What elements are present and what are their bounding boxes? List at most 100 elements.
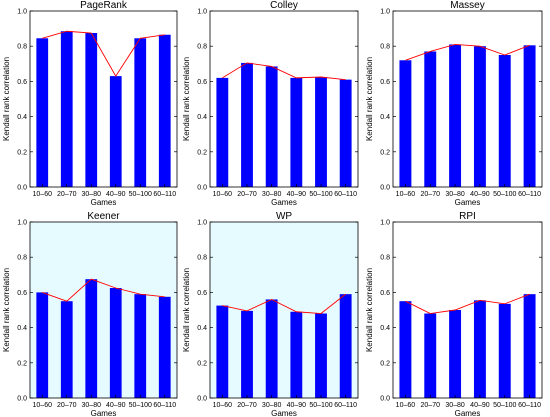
x-axis-label: Games (271, 409, 297, 417)
bar (399, 60, 412, 187)
plot-background (393, 11, 542, 187)
bar (85, 279, 98, 398)
y-axis-label: Kendall rank correlation (182, 57, 191, 141)
bar (449, 44, 462, 187)
x-axis-label: Games (455, 409, 481, 417)
bar (241, 310, 253, 398)
bar (265, 299, 278, 398)
bar (399, 301, 412, 398)
axes-frame (29, 10, 178, 188)
y-axis-label: Kendall rank correlation (182, 268, 191, 352)
bar (85, 33, 98, 187)
x-tick-label: 60–110 (153, 191, 176, 198)
y-tick-label: 0.6 (380, 79, 390, 86)
bar (498, 55, 511, 187)
y-tick-label: 0.4 (17, 114, 27, 121)
y-tick-label: 0.4 (380, 325, 390, 332)
chart-title: PageRank (80, 0, 128, 11)
x-tick-label: 50–100 (129, 402, 152, 409)
x-tick-label: 40–90 (470, 191, 490, 198)
axes-frame (209, 221, 359, 399)
x-axis-label: Games (91, 409, 117, 417)
chart-panel: Massey 0.0 0.2 0.4 0.6 0.8 1.0 10–60 20–70 30–80 4… (365, 0, 543, 207)
y-tick-label: 0.6 (380, 290, 390, 297)
y-tick-label: 0.8 (17, 44, 27, 51)
y-tick-label: 1.0 (197, 220, 207, 227)
bar (523, 45, 536, 187)
bar (290, 311, 303, 398)
y-tick-label: 1.0 (380, 220, 390, 227)
x-tick-label: 10–60 (213, 402, 233, 409)
x-tick-label: 20–70 (237, 191, 257, 198)
y-tick-label: 0.0 (17, 396, 27, 403)
bar (109, 288, 122, 398)
x-tick-label: 10–60 (396, 402, 416, 409)
bar (158, 296, 171, 398)
bar (134, 294, 147, 398)
y-tick-label: 0.2 (17, 360, 27, 367)
y-tick-label: 0.6 (17, 290, 27, 297)
x-tick-label: 60–110 (334, 402, 357, 409)
bar (339, 294, 352, 398)
chart-title: Colley (270, 0, 298, 11)
x-tick-label: 10–60 (396, 191, 416, 198)
bar (265, 66, 278, 187)
bar (473, 46, 486, 188)
chart-title: WP (276, 211, 292, 222)
x-tick-label: 60–110 (153, 402, 176, 409)
plot-background (30, 11, 177, 187)
x-tick-label: 30–80 (445, 402, 465, 409)
chart-title: Keener (87, 211, 120, 222)
y-tick-label: 0.0 (17, 185, 27, 192)
bar (424, 51, 437, 188)
axes-frame (209, 10, 359, 188)
x-tick-label: 40–90 (470, 402, 490, 409)
x-tick-label: 50–100 (309, 191, 332, 198)
x-tick-label: 50–100 (309, 402, 332, 409)
x-tick-label: 40–90 (106, 191, 126, 198)
y-tick-label: 1.0 (17, 9, 27, 16)
y-tick-label: 0.8 (197, 44, 207, 51)
x-tick-label: 40–90 (106, 402, 126, 409)
plot-background (210, 11, 358, 187)
bar (424, 313, 437, 398)
y-tick-label: 0.4 (197, 325, 207, 332)
x-tick-label: 40–90 (287, 191, 307, 198)
x-axis-label: Games (271, 198, 297, 207)
y-tick-label: 0.0 (380, 396, 390, 403)
axes-frame (29, 221, 178, 399)
bar (60, 301, 73, 398)
series-line (405, 43, 530, 61)
chart-panel: WP 0.0 0.2 0.4 0.6 0.8 1.0 10–60 20–70 30–80 40–90… (182, 211, 359, 417)
bar (36, 292, 49, 398)
x-tick-label: 60–110 (518, 402, 541, 409)
bar (473, 300, 486, 398)
bar (216, 77, 229, 187)
y-tick-label: 0.2 (17, 149, 27, 156)
plot-background (393, 222, 542, 398)
y-axis-label: Kendall rank correlation (2, 268, 11, 352)
bar (216, 305, 229, 398)
bar (315, 77, 327, 187)
x-tick-label: 60–110 (518, 191, 541, 198)
bar (523, 294, 536, 398)
y-tick-label: 0.6 (197, 79, 207, 86)
x-tick-label: 40–90 (287, 402, 307, 409)
plot-background (30, 222, 177, 398)
y-tick-label: 0.2 (380, 360, 390, 367)
y-tick-label: 0.0 (197, 185, 207, 192)
x-tick-label: 50–100 (493, 402, 516, 409)
axes-frame (392, 221, 543, 399)
x-tick-label: 20–70 (421, 191, 441, 198)
x-tick-label: 30–80 (82, 402, 102, 409)
bar (315, 313, 327, 398)
y-tick-label: 0.6 (197, 290, 207, 297)
x-tick-label: 50–100 (493, 191, 516, 198)
bar (290, 77, 303, 187)
x-axis-label: Games (91, 198, 117, 207)
x-tick-label: 60–110 (334, 191, 357, 198)
y-tick-label: 0.0 (197, 396, 207, 403)
series-line (405, 293, 530, 314)
bar (339, 79, 352, 187)
x-tick-label: 30–80 (82, 191, 102, 198)
